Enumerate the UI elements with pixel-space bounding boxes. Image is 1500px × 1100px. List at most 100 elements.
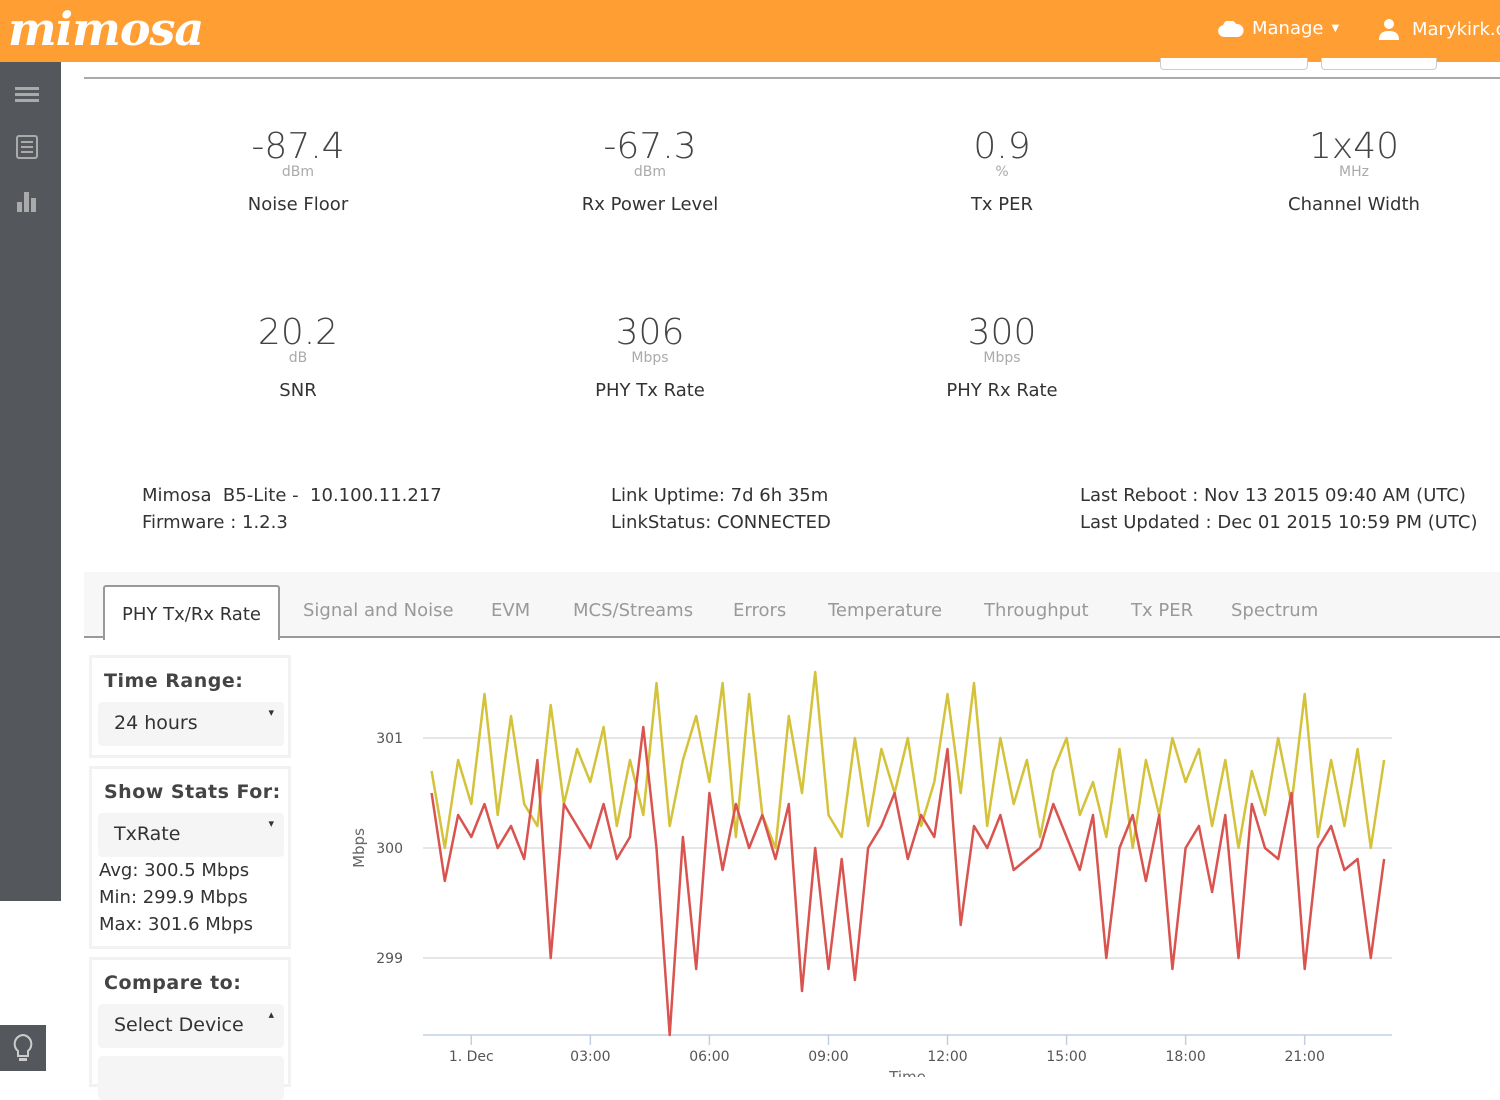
stat-label: Noise Floor (247, 194, 349, 215)
compare-value: Select Device (114, 1014, 244, 1036)
tab-throughput[interactable]: Throughput (984, 600, 1089, 621)
stat-unit: Mbps (631, 350, 669, 366)
toolbar-button[interactable] (1160, 58, 1308, 70)
user-icon (1379, 19, 1399, 40)
stat-phy-rx-rate: 300 Mbps PHY Rx Rate (852, 312, 1152, 401)
time-range-select[interactable]: 24 hours ▾ (98, 702, 284, 746)
stat-rx-power: -67.3 dBm Rx Power Level (500, 126, 800, 215)
firmware: Firmware : 1.2.3 (142, 512, 288, 533)
cloud-icon (1218, 20, 1244, 37)
stat-label: Tx PER (970, 194, 1034, 215)
tab-temperature[interactable]: Temperature (828, 600, 943, 621)
tab-spectrum[interactable]: Spectrum (1231, 600, 1319, 621)
device-info: Mimosa B5-Lite - 10.100.11.217 Firmware :… (142, 482, 442, 536)
divider (84, 77, 1500, 79)
stats-select[interactable]: TxRate ▾ (98, 813, 284, 857)
stat-value: -67.3 (603, 126, 697, 167)
tab-bar: PHY Tx/Rx Rate Signal and Noise EVM MCS/… (84, 572, 1500, 640)
list-icon[interactable] (14, 134, 40, 160)
stat-value: 306 (615, 312, 685, 353)
y-tick-label: 299 (376, 951, 403, 967)
caret-down-icon: ▾ (268, 706, 274, 719)
stat-label: PHY Tx Rate (595, 380, 705, 401)
series-line-red (430, 725, 1386, 1037)
sidebar (0, 62, 61, 901)
stat-unit: dBm (281, 164, 315, 180)
stat-label: Channel Width (1288, 194, 1420, 215)
tab-mcs-streams[interactable]: MCS/Streams (573, 600, 694, 621)
lightbulb-icon (13, 1033, 33, 1061)
y-tick-label: 300 (376, 841, 403, 857)
time-range-title: Time Range: (104, 670, 244, 692)
tab-tx-per[interactable]: Tx PER (1131, 600, 1194, 621)
stat-channel-width: 1x40 MHz Channel Width (1204, 126, 1500, 215)
menu-icon[interactable] (14, 82, 40, 108)
stat-unit: % (995, 164, 1009, 180)
stat-unit: dB (288, 350, 308, 366)
stat-unit: Mbps (983, 350, 1021, 366)
last-reboot: Last Reboot : Nov 13 2015 09:40 AM (UTC) (1080, 485, 1466, 506)
reboot-info: Last Reboot : Nov 13 2015 09:40 AM (UTC)… (1080, 482, 1477, 536)
caret-down-icon: ▾ (268, 817, 274, 830)
stat-label: Rx Power Level (581, 194, 719, 215)
stat-snr: 20.2 dB SNR (148, 312, 448, 401)
user-menu[interactable]: Marykirk.c (1378, 18, 1500, 40)
tab-evm[interactable]: EVM (491, 600, 531, 621)
link-status: LinkStatus: CONNECTED (611, 512, 831, 533)
mimosa-logo[interactable]: mimosa (8, 2, 204, 56)
compare-stat-select[interactable] (98, 1056, 284, 1100)
manage-menu[interactable]: Manage ▼ (1218, 18, 1339, 39)
time-range-value: 24 hours (114, 712, 198, 734)
last-updated: Last Updated : Dec 01 2015 10:59 PM (UTC… (1080, 512, 1478, 533)
x-tick-label: 15:00 (1046, 1049, 1086, 1065)
x-tick-label: 03:00 (570, 1049, 610, 1065)
rate-chart: 299 300 301 1. Dec 03:00 06:00 09:00 12:00 15:00… (350, 670, 1392, 1077)
stat-value: 1x40 (1308, 126, 1400, 167)
tips-button[interactable] (0, 1025, 46, 1071)
stat-max: Max: 301.6 Mbps (99, 914, 254, 935)
compare-title: Compare to: (104, 972, 242, 994)
bar-chart-icon[interactable] (14, 188, 40, 214)
time-range-panel: Time Range: 24 hours ▾ (89, 655, 291, 758)
x-tick-label: 1. Dec (449, 1049, 494, 1065)
toolbar-button[interactable] (1321, 58, 1437, 70)
stat-value: 20.2 (257, 312, 339, 353)
stat-value: -87.4 (251, 126, 345, 167)
tab-errors[interactable]: Errors (733, 600, 787, 621)
stat-noise-floor: -87.4 dBm Noise Floor (148, 126, 448, 215)
x-tick-label: 06:00 (689, 1049, 729, 1065)
link-uptime: Link Uptime: 7d 6h 35m (611, 485, 829, 506)
compare-panel: Compare to: Select Device ▴ (89, 957, 291, 1100)
series-line-yellow (430, 670, 1386, 850)
stats-value: TxRate (114, 823, 181, 845)
stat-avg: Avg: 300.5 Mbps (99, 860, 250, 881)
show-stats-panel: Show Stats For: TxRate ▾ Avg: 300.5 Mbps … (89, 766, 291, 949)
y-tick-label: 301 (376, 731, 403, 747)
stat-value: 0.9 (973, 126, 1031, 167)
stat-unit: dBm (633, 164, 667, 180)
x-tick-label: 09:00 (808, 1049, 848, 1065)
device-name: Mimosa B5-Lite - 10.100.11.217 (142, 485, 442, 506)
x-tick-label: 18:00 (1165, 1049, 1205, 1065)
stat-label: PHY Rx Rate (946, 380, 1058, 401)
caret-up-icon: ▴ (268, 1008, 274, 1021)
stat-unit: MHz (1339, 164, 1369, 180)
stat-label: SNR (279, 380, 317, 401)
tab-signal-noise[interactable]: Signal and Noise (303, 600, 454, 621)
caret-down-icon: ▼ (1331, 23, 1340, 34)
x-axis-label: Time (888, 1068, 926, 1077)
tab-phy-rate[interactable]: PHY Tx/Rx Rate (103, 585, 280, 640)
manage-label: Manage (1252, 18, 1324, 39)
user-label: Marykirk.c (1412, 18, 1500, 40)
x-tick-label: 21:00 (1285, 1049, 1325, 1065)
stat-tx-per: 0.9% Tx PER (852, 126, 1152, 215)
top-header: mimosa Manage ▼ Marykirk.c (0, 0, 1500, 62)
link-info: Link Uptime: 7d 6h 35m LinkStatus: CONNEC… (611, 482, 831, 536)
show-stats-title: Show Stats For: (104, 781, 281, 803)
stat-phy-tx-rate: 306 Mbps PHY Tx Rate (500, 312, 800, 401)
compare-device-select[interactable]: Select Device ▴ (98, 1004, 284, 1048)
stat-min: Min: 299.9 Mbps (99, 887, 248, 908)
stat-value: 300 (967, 312, 1037, 353)
x-tick-label: 12:00 (927, 1049, 967, 1065)
y-axis-label: Mbps (350, 828, 368, 868)
